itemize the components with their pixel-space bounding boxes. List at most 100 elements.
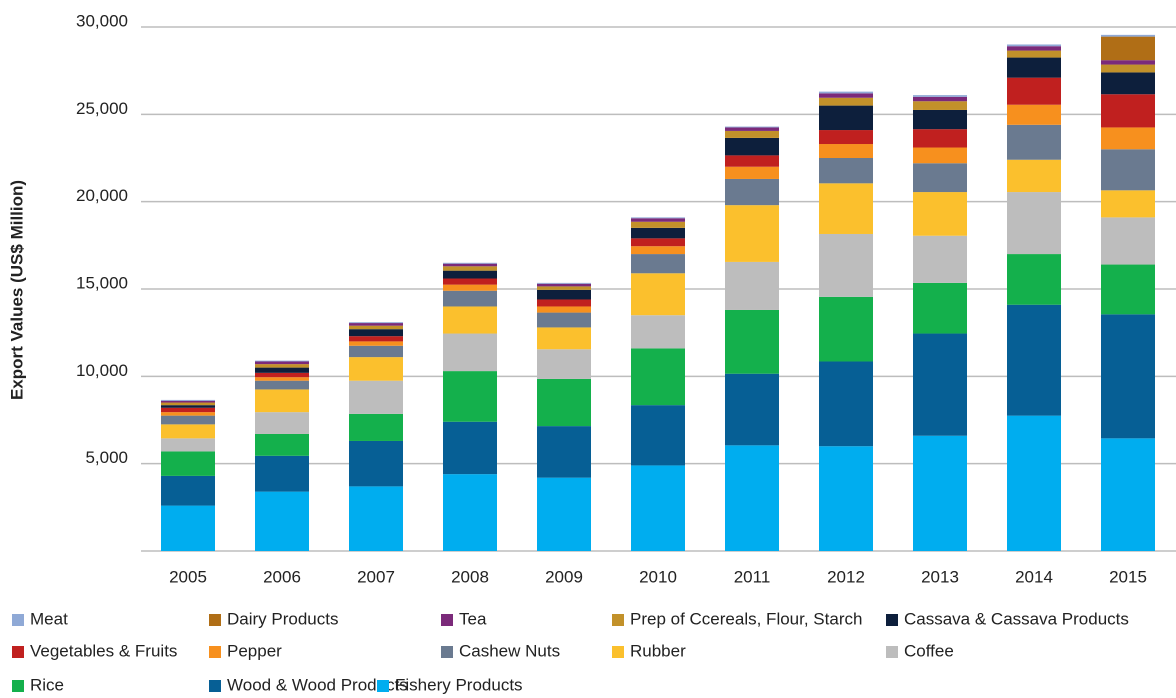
bar-segment bbox=[1007, 254, 1061, 305]
bar-segment bbox=[725, 309, 779, 374]
bar-segment bbox=[631, 217, 685, 219]
bar-segment bbox=[1007, 304, 1061, 416]
bar-segment bbox=[631, 405, 685, 466]
bar-segment bbox=[349, 345, 403, 358]
bar-segment bbox=[1101, 149, 1155, 191]
bar-segment bbox=[631, 246, 685, 255]
bar-segment bbox=[725, 205, 779, 262]
bar-segment bbox=[443, 262, 497, 264]
bar-segment bbox=[255, 364, 309, 368]
legend-swatch bbox=[886, 614, 898, 626]
bar-segment bbox=[537, 378, 591, 427]
legend-swatch bbox=[441, 646, 453, 658]
bar-segment bbox=[537, 299, 591, 307]
bar-segment bbox=[1101, 64, 1155, 73]
bar-segment bbox=[443, 421, 497, 475]
legend-label: Rice bbox=[30, 675, 64, 694]
legend-swatch bbox=[209, 614, 221, 626]
bar-segment bbox=[819, 93, 873, 98]
bar-segment bbox=[161, 400, 215, 403]
bar-segment bbox=[913, 435, 967, 551]
x-tick-label: 2015 bbox=[1109, 567, 1147, 586]
y-axis-label: Export Values (US$ Million) bbox=[7, 180, 26, 400]
bar-segment bbox=[443, 270, 497, 279]
bar-segment bbox=[631, 315, 685, 349]
bar-segment bbox=[255, 360, 309, 362]
bar-segment bbox=[913, 109, 967, 130]
bar-segment bbox=[255, 372, 309, 378]
bar-segment bbox=[537, 426, 591, 478]
bar-segment bbox=[161, 505, 215, 551]
x-tick-label: 2013 bbox=[921, 567, 959, 586]
bar-segment bbox=[913, 192, 967, 236]
legend-label: Fishery Products bbox=[395, 675, 523, 694]
bar-segment bbox=[819, 105, 873, 131]
bar-segment bbox=[725, 155, 779, 167]
bar-segment bbox=[913, 147, 967, 164]
bar-segment bbox=[161, 399, 215, 401]
y-tick-label: 20,000 bbox=[76, 186, 128, 205]
bar-segment bbox=[1101, 438, 1155, 551]
bar-segment bbox=[1101, 264, 1155, 315]
bar-segment bbox=[819, 233, 873, 297]
bar-segment bbox=[631, 465, 685, 551]
bar-segment bbox=[443, 306, 497, 334]
bar-segment bbox=[1007, 77, 1061, 105]
bar-segment bbox=[819, 144, 873, 158]
bar-segment bbox=[255, 367, 309, 373]
legend-swatch bbox=[612, 646, 624, 658]
bar-segment bbox=[349, 486, 403, 551]
bar-segment bbox=[631, 238, 685, 247]
legend-label: Wood & Wood Products bbox=[227, 675, 408, 694]
bar-segment bbox=[1007, 124, 1061, 160]
legend-label: Cassava & Cassava Products bbox=[904, 609, 1129, 628]
legend-swatch bbox=[886, 646, 898, 658]
bar-segment bbox=[1007, 159, 1061, 193]
legend-label: Coffee bbox=[904, 641, 954, 660]
x-tick-label: 2012 bbox=[827, 567, 865, 586]
bar-segment bbox=[255, 380, 309, 390]
bar-segment bbox=[443, 371, 497, 422]
bar-segment bbox=[255, 361, 309, 365]
bar-segment bbox=[537, 286, 591, 290]
bar-segment bbox=[1101, 60, 1155, 65]
bar-segment bbox=[349, 413, 403, 441]
bar-segment bbox=[819, 183, 873, 234]
bar-segment bbox=[1101, 36, 1155, 61]
bar-segment bbox=[1101, 127, 1155, 150]
x-tick-label: 2008 bbox=[451, 567, 489, 586]
bar-segment bbox=[913, 333, 967, 436]
bar-segment bbox=[161, 405, 215, 408]
bar-segment bbox=[161, 412, 215, 416]
bar-segment bbox=[1101, 217, 1155, 265]
bar-segment bbox=[161, 424, 215, 439]
bar-segment bbox=[725, 127, 779, 131]
bar-segment bbox=[913, 95, 967, 97]
legend-swatch bbox=[209, 646, 221, 658]
bar-segment bbox=[443, 333, 497, 372]
legend-label: Prep of Ccereals, Flour, Starch bbox=[630, 609, 862, 628]
bar-segment bbox=[725, 126, 779, 128]
bar-segment bbox=[537, 283, 591, 287]
legend-swatch bbox=[209, 680, 221, 692]
legend-swatch bbox=[12, 614, 24, 626]
bar-segment bbox=[443, 278, 497, 285]
y-tick-label: 15,000 bbox=[76, 273, 128, 292]
bar-segment bbox=[161, 475, 215, 506]
x-tick-label: 2010 bbox=[639, 567, 677, 586]
bar-segment bbox=[443, 290, 497, 307]
bar-segment bbox=[537, 477, 591, 551]
x-tick-label: 2009 bbox=[545, 567, 583, 586]
legend-swatch bbox=[377, 680, 389, 692]
bar-segment bbox=[1007, 192, 1061, 255]
bar-segment bbox=[537, 349, 591, 379]
bar-segment bbox=[537, 312, 591, 328]
bar-segment bbox=[819, 446, 873, 551]
bar-segment bbox=[1007, 46, 1061, 51]
bar-segment bbox=[913, 101, 967, 110]
bar-segment bbox=[349, 323, 403, 326]
bar-segment bbox=[161, 438, 215, 452]
bar-segment bbox=[349, 336, 403, 342]
bar-segment bbox=[725, 130, 779, 138]
